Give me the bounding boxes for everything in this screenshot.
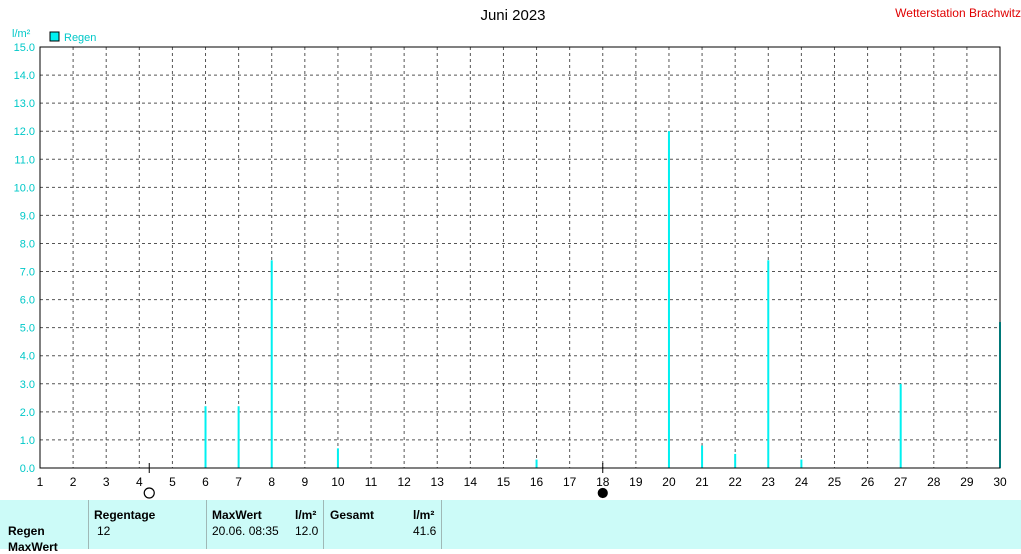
y-tick-label: 10.0 xyxy=(14,182,35,194)
x-tick-label: 27 xyxy=(894,475,908,489)
plot-frame xyxy=(39,46,1001,469)
divider xyxy=(441,500,442,549)
maxwert-value: 12.0 xyxy=(295,524,319,538)
y-axis-unit: l/m² xyxy=(12,28,31,40)
x-tick-label: 7 xyxy=(235,475,242,489)
legend-swatch xyxy=(49,31,60,42)
y-tick-label: 14.0 xyxy=(14,70,35,82)
x-tick-label: 5 xyxy=(169,475,176,489)
moon-phase-markers xyxy=(143,463,608,499)
x-tick-label: 21 xyxy=(695,475,709,489)
x-tick-label: 29 xyxy=(960,475,974,489)
x-tick-label: 25 xyxy=(828,475,842,489)
y-tick-label: 7.0 xyxy=(20,267,35,279)
regentage-value: 12 xyxy=(97,524,111,538)
x-tick-label: 30 xyxy=(993,475,1007,489)
x-tick-label: 20 xyxy=(662,475,676,489)
y-tick-label: 4.0 xyxy=(20,351,35,363)
y-tick-label: 3.0 xyxy=(20,379,35,391)
y-tick-label: 8.0 xyxy=(20,238,35,250)
rain-bar xyxy=(270,260,273,468)
x-tick-label: 15 xyxy=(497,475,511,489)
x-tick-label: 23 xyxy=(762,475,776,489)
x-tick-label: 14 xyxy=(464,475,478,489)
x-tick-label: 9 xyxy=(301,475,308,489)
gesamt-unit: l/m² xyxy=(413,508,435,522)
rain-bar xyxy=(535,459,538,468)
x-tick-label: 4 xyxy=(136,475,143,489)
y-tick-label: 15.0 xyxy=(14,42,35,54)
y-tick-label: 6.0 xyxy=(20,295,35,307)
y-tick-label: 12.0 xyxy=(14,126,35,138)
x-tick-label: 16 xyxy=(530,475,544,489)
maxwert-date: 20.06. 08:35 xyxy=(212,524,279,538)
x-tick-label: 6 xyxy=(202,475,209,489)
divider xyxy=(323,500,324,549)
rain-bar xyxy=(237,406,240,468)
rain-bar xyxy=(734,453,737,468)
full-moon-icon xyxy=(143,487,155,499)
chart-title: Juni 2023 xyxy=(480,7,545,24)
y-tick-label: 0.0 xyxy=(20,463,35,475)
rain-chart: Juni 2023 l/m² Regen 0.0 1.0 2.0 3.0 4.0 5.0 6… xyxy=(12,7,1007,499)
y-tick-label: 9.0 xyxy=(20,210,35,222)
maxwert-unit: l/m² xyxy=(295,508,317,522)
x-tick-label: 8 xyxy=(268,475,275,489)
x-tick-label: 13 xyxy=(431,475,445,489)
divider xyxy=(88,500,89,549)
new-moon-icon xyxy=(597,487,608,499)
divider xyxy=(206,500,207,549)
y-tick-label: 13.0 xyxy=(14,98,35,110)
rain-bar xyxy=(767,260,770,468)
y-tick-label: 11.0 xyxy=(14,154,35,166)
maxwert-header: MaxWert xyxy=(212,508,262,522)
x-tick-label: 2 xyxy=(70,475,77,489)
x-tick-label: 1 xyxy=(37,475,44,489)
x-tick-label: 28 xyxy=(927,475,941,489)
gesamt-header: Gesamt xyxy=(330,508,375,522)
rain-bar xyxy=(336,448,339,468)
y-tick-label: 1.0 xyxy=(20,435,35,447)
y-tick-label: 2.0 xyxy=(20,407,35,419)
x-tick-label: 18 xyxy=(596,475,610,489)
x-tick-label: 22 xyxy=(728,475,742,489)
legend-label: Regen xyxy=(64,32,96,44)
x-tick-label: 11 xyxy=(365,475,378,489)
x-tick-label: 24 xyxy=(795,475,809,489)
x-tick-label: 10 xyxy=(331,475,345,489)
y-tick-label: 5.0 xyxy=(20,323,35,335)
grid-lines xyxy=(39,46,1001,469)
x-tick-labels: 1 2 3 4 5 6 7 8 9 10 11 12 13 14 15 16 17 18 19 20 21 22 23 24 2… xyxy=(37,475,1007,489)
rain-bar xyxy=(899,383,902,468)
x-tick-label: 3 xyxy=(103,475,110,489)
rain-bar xyxy=(701,445,704,468)
gesamt-value: 41.6 xyxy=(413,524,437,538)
row-label-maxwert: MaxWert xyxy=(8,540,58,554)
row-label-regen: Regen xyxy=(8,524,45,538)
y-tick-labels: 0.0 1.0 2.0 3.0 4.0 5.0 6.0 7.0 8.0 9.0 10.0 11.0 12… xyxy=(14,42,35,475)
x-tick-label: 19 xyxy=(629,475,643,489)
stats-panel: Regentage MaxWert l/m² Gesamt l/m² Regen… xyxy=(0,500,1021,554)
station-name: Wetterstation Brachwitz xyxy=(895,6,1021,20)
rain-bar xyxy=(800,459,803,468)
rain-bar xyxy=(667,131,670,468)
x-tick-label: 17 xyxy=(563,475,577,489)
x-tick-label: 26 xyxy=(861,475,875,489)
rain-bar xyxy=(204,406,207,468)
x-tick-label: 12 xyxy=(397,475,411,489)
regentage-header: Regentage xyxy=(94,508,156,522)
